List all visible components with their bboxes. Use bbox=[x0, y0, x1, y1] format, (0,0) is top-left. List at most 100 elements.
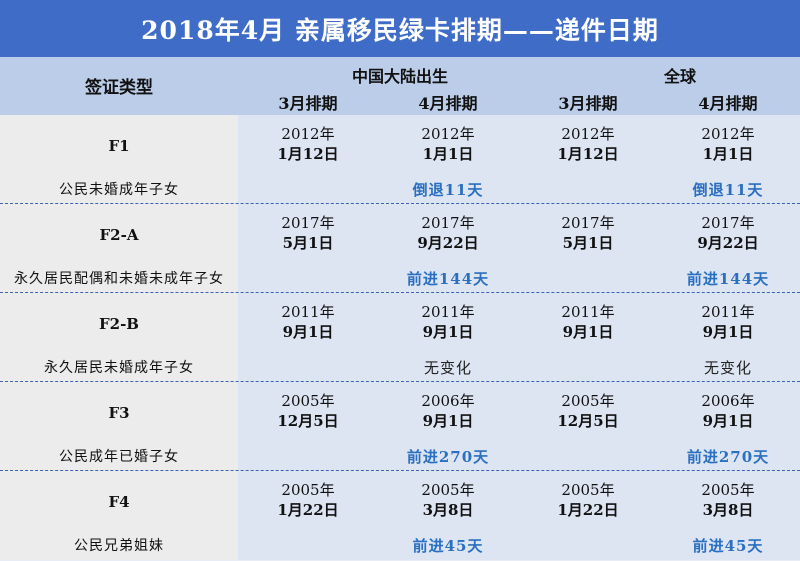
china-change: 无变化 bbox=[423, 359, 472, 377]
visa-description: 永久居民未婚成年子女 bbox=[44, 360, 194, 376]
date-year: 2017年 bbox=[281, 214, 335, 232]
date-year: 2012年 bbox=[421, 125, 475, 143]
china-march-date: 2012年 1月12日 bbox=[238, 124, 378, 164]
date-day: 1月22日 bbox=[557, 501, 619, 519]
date-day: 3月8日 bbox=[702, 501, 754, 519]
china-change: 前进45天 bbox=[412, 537, 484, 555]
china-march-date: 2011年 9月1日 bbox=[238, 302, 378, 342]
global-april-date: 2005年 3月8日 bbox=[658, 480, 798, 520]
date-year: 2017年 bbox=[421, 214, 475, 232]
row-values-bg bbox=[238, 471, 800, 560]
date-year: 2011年 bbox=[281, 303, 335, 321]
visa-code: F4 bbox=[108, 493, 130, 511]
date-day: 9月22日 bbox=[417, 234, 479, 252]
row-separator bbox=[0, 292, 800, 293]
visa-description: 公民未婚成年子女 bbox=[59, 182, 179, 198]
date-year: 2006年 bbox=[701, 392, 755, 410]
table-title: 2018年4月 亲属移民绿卡排期——递件日期 bbox=[0, 0, 800, 57]
date-day: 9月1日 bbox=[702, 412, 754, 430]
china-born-header: 中国大陆出生 bbox=[351, 67, 448, 86]
row-separator bbox=[0, 203, 800, 204]
global-change: 无变化 bbox=[703, 359, 752, 377]
row-label-bg bbox=[0, 115, 238, 204]
china-april-date: 2006年 9月1日 bbox=[378, 391, 518, 431]
global-change: 前进45天 bbox=[692, 537, 764, 555]
row-label-bg bbox=[0, 293, 238, 382]
global-change: 倒退11天 bbox=[692, 181, 764, 199]
global-april-header: 4月排期 bbox=[698, 94, 758, 113]
date-year: 2006年 bbox=[421, 392, 475, 410]
date-day: 9月1日 bbox=[422, 412, 474, 430]
visa-description: 公民成年已婚子女 bbox=[59, 449, 179, 465]
visa-description: 永久居民配偶和未婚未成年子女 bbox=[14, 271, 224, 287]
row-separator bbox=[0, 381, 800, 382]
date-year: 2005年 bbox=[281, 392, 335, 410]
row-label-bg bbox=[0, 204, 238, 293]
date-year: 2012年 bbox=[561, 125, 615, 143]
visa-code: F2-B bbox=[99, 315, 139, 333]
date-year: 2005年 bbox=[561, 392, 615, 410]
date-year: 2017年 bbox=[561, 214, 615, 232]
date-day: 5月1日 bbox=[282, 234, 334, 252]
global-march-date: 2012年 1月12日 bbox=[518, 124, 658, 164]
global-april-date: 2006年 9月1日 bbox=[658, 391, 798, 431]
date-day: 1月12日 bbox=[557, 145, 619, 163]
date-year: 2012年 bbox=[281, 125, 335, 143]
table-row: F1 公民未婚成年子女 2012年 1月12日 2012年 1月1日 2012年 1月12日 2… bbox=[0, 115, 800, 204]
global-march-date: 2011年 9月1日 bbox=[518, 302, 658, 342]
row-label-bg bbox=[0, 471, 238, 560]
date-year: 2017年 bbox=[701, 214, 755, 232]
global-april-date: 2012年 1月1日 bbox=[658, 124, 798, 164]
visa-code: F2-A bbox=[99, 226, 139, 244]
china-april-date: 2011年 9月1日 bbox=[378, 302, 518, 342]
table-row: F2-A 永久居民配偶和未婚未成年子女 2017年 5月1日 2017年 9月22日 201… bbox=[0, 204, 800, 293]
global-april-date: 2017年 9月22日 bbox=[658, 213, 798, 253]
date-year: 2005年 bbox=[701, 481, 755, 499]
global-change: 前进270天 bbox=[686, 448, 770, 466]
china-april-date: 2005年 3月8日 bbox=[378, 480, 518, 520]
date-year: 2005年 bbox=[421, 481, 475, 499]
row-values-bg bbox=[238, 204, 800, 293]
table-row: F4 公民兄弟姐妹 2005年 1月22日 2005年 3月8日 2005年 1月22日 200… bbox=[0, 471, 800, 560]
date-day: 9月1日 bbox=[422, 323, 474, 341]
china-march-date: 2005年 1月22日 bbox=[238, 480, 378, 520]
date-year: 2011年 bbox=[561, 303, 615, 321]
global-header: 全球 bbox=[663, 67, 696, 86]
china-change: 倒退11天 bbox=[412, 181, 484, 199]
visa-description: 公民兄弟姐妹 bbox=[74, 538, 164, 554]
china-april-date: 2012年 1月1日 bbox=[378, 124, 518, 164]
visa-code: F1 bbox=[108, 137, 130, 155]
date-day: 5月1日 bbox=[562, 234, 614, 252]
row-values-bg bbox=[238, 293, 800, 382]
row-values-bg bbox=[238, 382, 800, 471]
date-day: 1月22日 bbox=[277, 501, 339, 519]
global-march-date: 2005年 1月22日 bbox=[518, 480, 658, 520]
global-change: 前进144天 bbox=[686, 270, 770, 288]
table-body: F1 公民未婚成年子女 2012年 1月12日 2012年 1月1日 2012年 1月12日 2… bbox=[0, 115, 800, 561]
date-day: 9月1日 bbox=[702, 323, 754, 341]
row-separator bbox=[0, 470, 800, 471]
china-change: 前进144天 bbox=[406, 270, 490, 288]
table-header: 签证类型 中国大陆出生 全球 3月排期 4月排期 3月排期 4月排期 bbox=[0, 57, 800, 115]
date-year: 2005年 bbox=[281, 481, 335, 499]
row-values-bg bbox=[238, 115, 800, 204]
row-label-bg bbox=[0, 382, 238, 471]
table-row: F3 公民成年已婚子女 2005年 12月5日 2006年 9月1日 2005年 12月5日 2… bbox=[0, 382, 800, 471]
date-day: 1月12日 bbox=[277, 145, 339, 163]
date-year: 2005年 bbox=[561, 481, 615, 499]
date-year: 2011年 bbox=[421, 303, 475, 321]
china-change: 前进270天 bbox=[406, 448, 490, 466]
date-year: 2012年 bbox=[701, 125, 755, 143]
china-march-date: 2017年 5月1日 bbox=[238, 213, 378, 253]
date-day: 9月22日 bbox=[697, 234, 759, 252]
china-april-header: 4月排期 bbox=[418, 94, 478, 113]
global-april-date: 2011年 9月1日 bbox=[658, 302, 798, 342]
date-day: 9月1日 bbox=[562, 323, 614, 341]
date-year: 2011年 bbox=[701, 303, 755, 321]
china-march-header: 3月排期 bbox=[278, 94, 338, 113]
date-day: 9月1日 bbox=[282, 323, 334, 341]
date-day: 3月8日 bbox=[422, 501, 474, 519]
date-day: 1月1日 bbox=[702, 145, 754, 163]
china-april-date: 2017年 9月22日 bbox=[378, 213, 518, 253]
